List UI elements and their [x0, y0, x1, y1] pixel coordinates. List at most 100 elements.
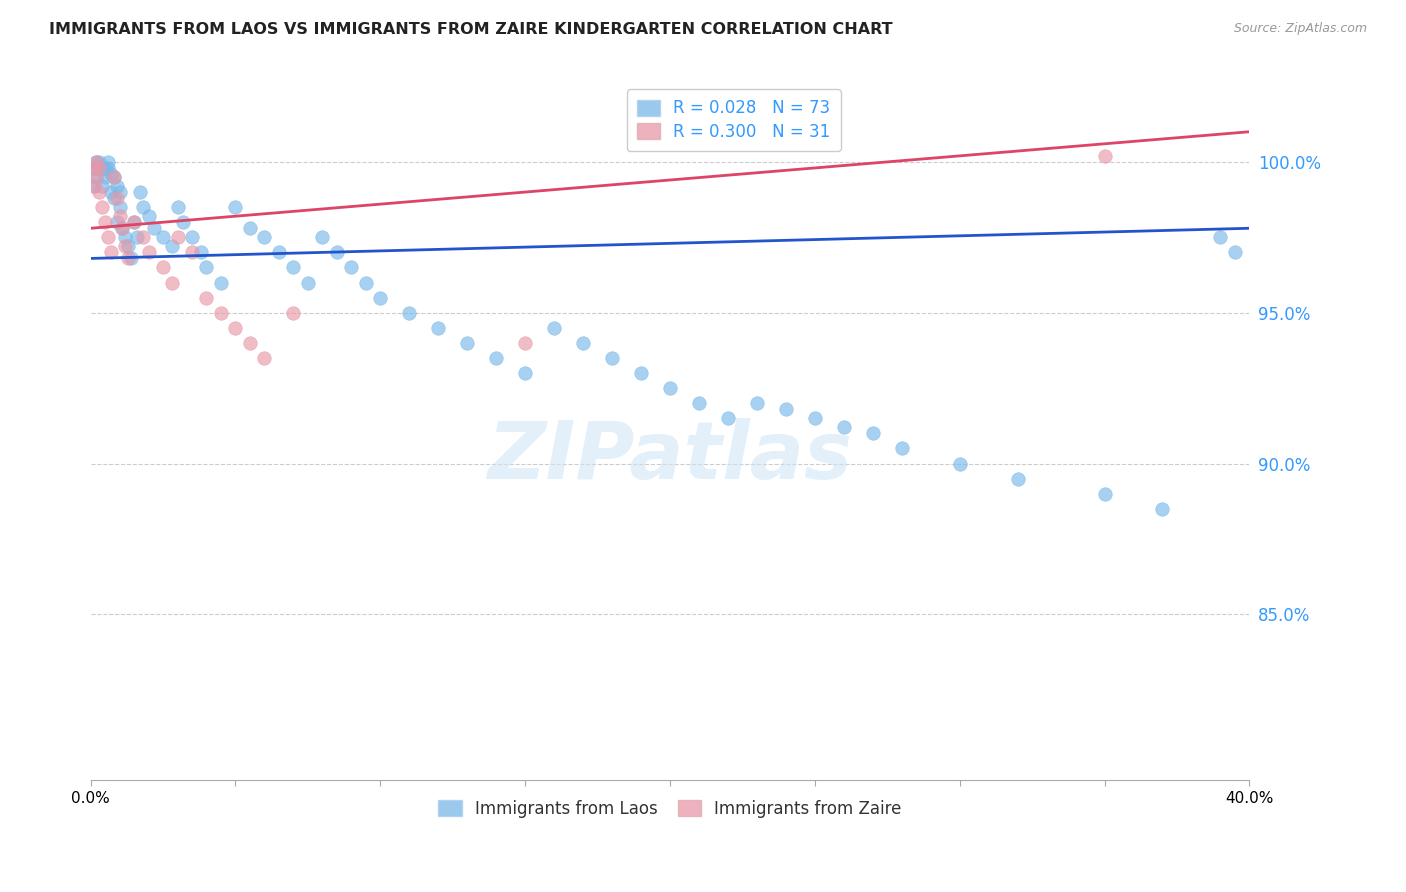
- Point: [745, 396, 768, 410]
- Text: Source: ZipAtlas.com: Source: ZipAtlas.com: [1233, 22, 1367, 36]
- Point: [172, 215, 194, 229]
- Text: ZIPatlas: ZIPatlas: [488, 418, 852, 496]
- Point: [659, 381, 682, 395]
- Legend: Immigrants from Laos, Immigrants from Zaire: Immigrants from Laos, Immigrants from Za…: [432, 793, 908, 825]
- Point: [94, 161, 117, 175]
- Point: [195, 260, 218, 275]
- Point: [195, 291, 218, 305]
- Point: [122, 215, 145, 229]
- Point: [209, 306, 232, 320]
- Point: [160, 239, 183, 253]
- Point: [97, 155, 120, 169]
- Point: [515, 366, 537, 380]
- Point: [152, 230, 174, 244]
- Point: [572, 335, 595, 350]
- Point: [267, 245, 290, 260]
- Point: [804, 411, 827, 425]
- Point: [105, 215, 128, 229]
- Point: [427, 321, 450, 335]
- Text: IMMIGRANTS FROM LAOS VS IMMIGRANTS FROM ZAIRE KINDERGARTEN CORRELATION CHART: IMMIGRANTS FROM LAOS VS IMMIGRANTS FROM …: [49, 22, 893, 37]
- Point: [122, 215, 145, 229]
- Point: [1223, 245, 1246, 260]
- Point: [86, 169, 108, 184]
- Point: [1152, 501, 1174, 516]
- Point: [239, 221, 262, 235]
- Point: [132, 200, 155, 214]
- Point: [94, 215, 117, 229]
- Point: [91, 179, 114, 194]
- Point: [103, 169, 125, 184]
- Point: [253, 351, 276, 365]
- Point: [111, 221, 134, 235]
- Point: [91, 161, 114, 175]
- Point: [83, 161, 105, 175]
- Point: [1094, 149, 1116, 163]
- Point: [166, 200, 188, 214]
- Point: [97, 161, 120, 175]
- Point: [86, 169, 108, 184]
- Point: [862, 426, 884, 441]
- Point: [354, 276, 377, 290]
- Point: [89, 185, 111, 199]
- Point: [456, 335, 478, 350]
- Point: [515, 335, 537, 350]
- Point: [181, 230, 204, 244]
- Point: [83, 179, 105, 194]
- Point: [949, 457, 972, 471]
- Point: [91, 200, 114, 214]
- Point: [283, 306, 305, 320]
- Point: [398, 306, 420, 320]
- Point: [368, 291, 391, 305]
- Point: [125, 230, 148, 244]
- Point: [143, 221, 166, 235]
- Point: [117, 239, 139, 253]
- Point: [132, 230, 155, 244]
- Point: [688, 396, 710, 410]
- Point: [717, 411, 740, 425]
- Point: [297, 276, 319, 290]
- Point: [128, 185, 150, 199]
- Point: [100, 185, 122, 199]
- Point: [103, 191, 125, 205]
- Point: [120, 252, 142, 266]
- Point: [253, 230, 276, 244]
- Point: [108, 200, 131, 214]
- Point: [100, 245, 122, 260]
- Point: [105, 191, 128, 205]
- Point: [209, 276, 232, 290]
- Point: [543, 321, 565, 335]
- Point: [83, 161, 105, 175]
- Point: [89, 161, 111, 175]
- Point: [181, 245, 204, 260]
- Point: [138, 209, 160, 223]
- Point: [100, 167, 122, 181]
- Point: [600, 351, 623, 365]
- Point: [224, 321, 246, 335]
- Point: [340, 260, 363, 275]
- Point: [94, 169, 117, 184]
- Point: [108, 185, 131, 199]
- Point: [97, 230, 120, 244]
- Point: [86, 155, 108, 169]
- Point: [224, 200, 246, 214]
- Point: [103, 169, 125, 184]
- Point: [283, 260, 305, 275]
- Point: [160, 276, 183, 290]
- Point: [890, 442, 912, 456]
- Point: [114, 230, 136, 244]
- Point: [1209, 230, 1232, 244]
- Point: [138, 245, 160, 260]
- Point: [832, 420, 855, 434]
- Point: [105, 179, 128, 194]
- Point: [485, 351, 508, 365]
- Point: [190, 245, 212, 260]
- Point: [630, 366, 652, 380]
- Point: [775, 402, 797, 417]
- Point: [239, 335, 262, 350]
- Point: [89, 155, 111, 169]
- Point: [111, 221, 134, 235]
- Point: [1094, 487, 1116, 501]
- Point: [166, 230, 188, 244]
- Point: [152, 260, 174, 275]
- Point: [311, 230, 333, 244]
